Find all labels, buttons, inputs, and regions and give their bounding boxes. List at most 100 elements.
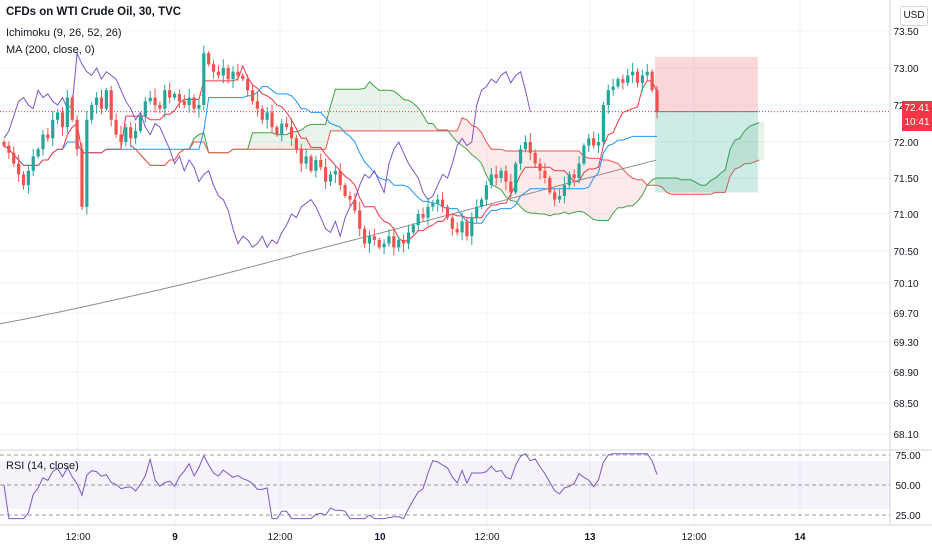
candle-body [509, 181, 513, 193]
candle-body [56, 112, 60, 120]
price-tick-label: 69.30 [893, 338, 918, 349]
cloud-segment [496, 149, 502, 190]
cloud-segment [754, 122, 760, 162]
candle-body [285, 123, 289, 128]
candle-body [46, 134, 50, 139]
candle-body [158, 105, 162, 109]
candle-body [635, 71, 640, 83]
candle-body [426, 206, 430, 218]
cloud-segment [705, 180, 711, 195]
cloud-segment [384, 90, 389, 131]
cloud-segment [486, 142, 492, 185]
candle-body [543, 170, 547, 178]
cloud-segment [471, 125, 477, 159]
price-tick-label: 69.70 [893, 309, 918, 320]
candle-body [626, 75, 630, 83]
rsi-tick-label: 25.00 [895, 511, 920, 522]
candle-body [99, 97, 104, 109]
candle-body [387, 236, 391, 244]
candle-body [640, 75, 644, 83]
cloud-segment [530, 151, 536, 214]
candle-body [85, 119, 89, 207]
time-axis[interactable]: 12:00 9 12:00 10 12:00 13 12:00 14 [65, 532, 806, 543]
candle-body [562, 185, 567, 196]
cloud-segment [388, 90, 394, 131]
short-position-box[interactable] [655, 56, 758, 193]
candle-body [246, 79, 250, 91]
time-tick-label: 12:00 [267, 532, 292, 543]
candle-body [65, 97, 69, 128]
cloud-segment [549, 151, 555, 216]
candle-body [538, 163, 542, 171]
bar-countdown: 10:41 [904, 117, 930, 128]
cloud-segment [588, 158, 594, 220]
cloud-segment [700, 185, 706, 195]
candle-body [333, 170, 337, 175]
cloud-segment [749, 124, 755, 164]
candle-body [94, 97, 99, 105]
cloud-segment [613, 161, 619, 214]
candle-body [377, 239, 381, 248]
candle-body [133, 130, 138, 139]
candlestick-series [2, 45, 659, 256]
last-price-tag: 72.41 10:41 [902, 101, 932, 131]
candle-body [114, 119, 118, 135]
candle-body [314, 160, 318, 171]
cloud-segment [301, 126, 307, 150]
cloud-segment [315, 124, 321, 150]
candle-body [465, 221, 469, 237]
currency-button[interactable]: USD [900, 6, 928, 26]
candle-body [523, 142, 528, 150]
cloud-segment [739, 130, 745, 168]
ma-200-line [0, 159, 657, 325]
ichimoku-legend[interactable]: Ichimoku (9, 26, 52, 26) [6, 27, 122, 39]
candle-body [197, 105, 201, 109]
candle-body [494, 174, 498, 178]
price-tick-label: 71.50 [893, 174, 918, 185]
candle-body [450, 217, 454, 229]
leading-span-b [130, 117, 760, 195]
candle-body [328, 174, 333, 182]
candle-body [533, 152, 537, 164]
cloud-segment [744, 126, 750, 164]
candle-body [60, 112, 65, 128]
price-tick-label: 73.00 [893, 64, 918, 75]
candle-body [528, 142, 532, 153]
last-price-value: 72.41 [904, 103, 930, 114]
candle-body [616, 79, 620, 87]
cloud-segment [364, 81, 370, 131]
candle-body [202, 53, 206, 105]
candle-body [353, 199, 357, 211]
cloud-segment [423, 115, 428, 131]
time-tick-label: 9 [172, 532, 178, 543]
cloud-segment [335, 89, 341, 131]
rsi-legend[interactable]: RSI (14, close) [6, 460, 79, 472]
candle-body [484, 185, 489, 200]
ma-legend[interactable]: MA (200, close, 0) [6, 44, 95, 56]
cloud-segment [676, 178, 682, 195]
cloud-segment [354, 89, 360, 131]
candle-body [138, 116, 143, 131]
candle-body [26, 170, 30, 186]
candle-body [382, 243, 386, 248]
price-tick-label: 72.00 [893, 138, 918, 149]
price-tick-label: 68.50 [893, 399, 918, 410]
candle-body [397, 239, 401, 248]
candle-body [518, 149, 523, 164]
candle-body [192, 97, 196, 109]
stop-loss-zone [655, 56, 758, 112]
lagging-span [3, 51, 531, 249]
symbol-title[interactable]: CFDs on WTI Crude Oil, 30, TVC [6, 6, 182, 18]
cloud-segment [725, 149, 731, 193]
candle-body [455, 228, 459, 233]
cloud-segment [398, 94, 404, 131]
candle-body [241, 75, 245, 80]
cloud-segment [252, 132, 258, 150]
cloud-segment [618, 163, 623, 208]
cloud-segment [413, 103, 419, 131]
cloud-segment [408, 100, 414, 131]
cloud-segment [452, 130, 458, 142]
price-axis[interactable]: 73.5073.0072.5072.0071.5071.0070.5070.10… [893, 27, 920, 522]
candle-body [479, 199, 484, 207]
